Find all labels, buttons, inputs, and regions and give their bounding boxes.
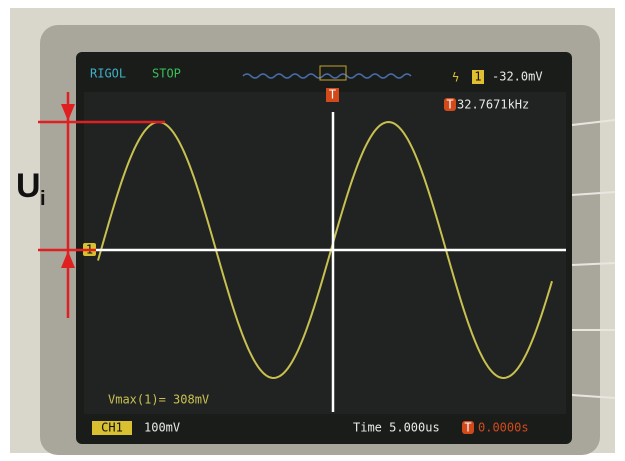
timebase: Time 5.000us bbox=[353, 421, 440, 435]
brand: RIGOL bbox=[90, 67, 126, 81]
run-state: STOP bbox=[152, 67, 181, 81]
amplitude-symbol: U bbox=[16, 167, 41, 205]
grid-area bbox=[84, 92, 566, 414]
button-edge bbox=[571, 119, 616, 126]
button-edge bbox=[571, 394, 616, 399]
trigger-position-label: T bbox=[329, 88, 336, 102]
trigger-edge: ϟ bbox=[452, 71, 459, 85]
arrow-head bbox=[61, 251, 75, 268]
channel-label: CH1 bbox=[101, 421, 123, 435]
waveform bbox=[97, 120, 553, 380]
freq-icon bbox=[444, 98, 456, 111]
offset-icon-label: T bbox=[464, 421, 471, 435]
amplitude-annotation bbox=[38, 92, 165, 318]
window-marker bbox=[319, 65, 347, 81]
time-offset: 0.0000s bbox=[478, 421, 529, 435]
offset-icon bbox=[462, 421, 474, 434]
channel-box bbox=[92, 421, 132, 435]
measurement: Vmax(1)= 308mV bbox=[108, 393, 209, 407]
button-edge bbox=[571, 262, 616, 266]
trigger-channel-box bbox=[472, 70, 484, 84]
frequency: 32.7671kHz bbox=[457, 98, 529, 112]
arrow-head bbox=[61, 104, 75, 121]
trigger-channel: 1 bbox=[474, 70, 481, 84]
trigger-position bbox=[326, 88, 339, 102]
memory-bar bbox=[242, 73, 412, 79]
side-buttons bbox=[571, 119, 616, 399]
volts-per-div: 100mV bbox=[144, 421, 180, 435]
freq-icon-label: T bbox=[446, 98, 453, 112]
amplitude-subscript: i bbox=[40, 188, 46, 210]
trigger-level: -32.0mV bbox=[492, 70, 543, 84]
button-edge bbox=[571, 191, 616, 196]
